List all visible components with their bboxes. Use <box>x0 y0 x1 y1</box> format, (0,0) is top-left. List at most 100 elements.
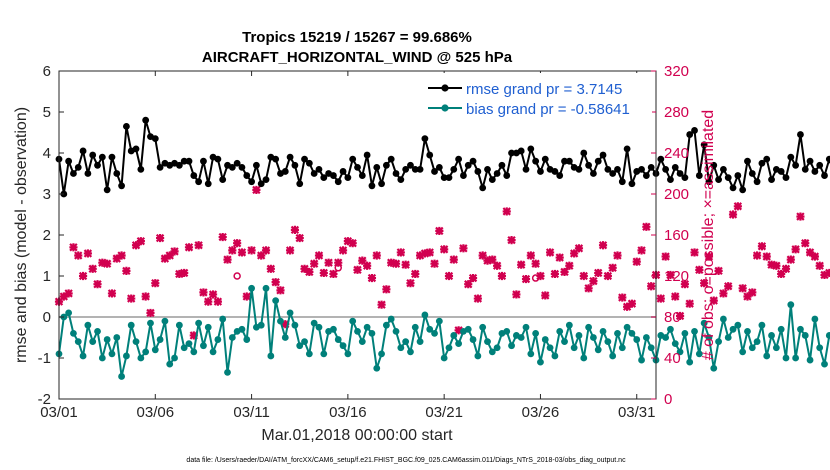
assimilated-obs-marker <box>406 278 415 288</box>
assimilated-obs-marker <box>348 239 357 248</box>
bias-point <box>435 317 443 325</box>
rmse-point <box>493 170 501 177</box>
assimilated-obs-marker <box>367 273 377 283</box>
assimilated-obs-marker <box>622 302 632 311</box>
assimilated-obs-marker <box>285 246 295 255</box>
y-tick-label: 6 <box>43 63 51 80</box>
bias-point <box>243 336 251 343</box>
rmse-point <box>118 182 125 190</box>
rmse-point <box>484 166 491 173</box>
rmse-point <box>517 147 525 155</box>
rmse-point <box>614 166 621 173</box>
rmse-point <box>705 178 713 186</box>
bias-point <box>792 354 800 362</box>
rmse-point <box>585 161 592 169</box>
assimilated-obs-marker <box>59 292 68 301</box>
assimilated-obs-marker <box>69 243 78 252</box>
assimilated-obs-marker <box>396 248 406 257</box>
bias-point <box>556 327 564 335</box>
bias-point <box>84 321 92 329</box>
rmse-point <box>623 145 631 153</box>
rmse-point <box>151 135 159 143</box>
assimilated-obs-marker <box>199 288 208 297</box>
bias-point <box>618 344 626 352</box>
bias-point <box>113 334 121 341</box>
bias-point <box>98 354 106 362</box>
rmse-point <box>768 176 775 184</box>
bias-point <box>142 348 150 356</box>
bias-point <box>748 344 756 352</box>
bias-point <box>532 330 540 337</box>
assimilated-obs-marker <box>257 251 266 260</box>
rmse-point <box>440 174 448 182</box>
rmse-point <box>464 161 472 169</box>
assimilated-obs-marker <box>83 249 93 258</box>
rmse-point <box>782 174 790 182</box>
rmse-point <box>537 168 544 175</box>
rmse-point <box>426 151 434 159</box>
rmse-point <box>339 168 347 175</box>
assimilated-obs-marker <box>801 239 810 248</box>
rmse-point <box>185 157 193 165</box>
bias-point <box>590 334 597 341</box>
rmse-point <box>286 153 294 161</box>
bias-point <box>445 344 453 352</box>
rmse-point <box>590 170 597 177</box>
y-tick-label: 3 <box>43 186 51 203</box>
bias-point <box>387 315 395 323</box>
rmse-point <box>681 174 689 182</box>
rmse-point <box>503 172 511 179</box>
bias-point <box>358 338 366 345</box>
bias-point <box>450 332 458 339</box>
legend-rmse-label: rmse grand pr = 3.7145 <box>466 81 622 98</box>
bias-point <box>604 338 612 345</box>
assimilated-obs-marker <box>647 282 656 291</box>
rmse-point <box>132 145 140 153</box>
x-axis: 03/01 03/06 03/11 03/16 03/21 03/26 03/31 <box>40 71 656 421</box>
bias-point <box>411 323 419 331</box>
y2-tick-label: 160 <box>664 227 689 244</box>
rmse-point <box>243 172 251 179</box>
assimilated-obs-marker <box>767 260 776 269</box>
assimilated-obs-marker <box>748 288 757 297</box>
y-tick-label: -2 <box>38 391 51 408</box>
bias-point <box>691 327 698 335</box>
bias-point <box>546 344 554 352</box>
assimilated-obs-marker <box>709 296 718 305</box>
assimilated-obs-marker <box>464 280 473 289</box>
rmse-point <box>195 178 203 186</box>
bias-point <box>599 327 607 335</box>
bias-point <box>262 284 270 292</box>
assimilated-obs-marker <box>825 268 830 278</box>
rmse-point <box>248 178 255 186</box>
bias-point <box>676 348 684 356</box>
assimilated-obs-marker <box>290 225 300 235</box>
assimilated-obs-marker <box>483 256 492 265</box>
rmse-point <box>691 127 698 134</box>
bias-point <box>248 284 255 292</box>
rmse-point <box>541 155 549 163</box>
rmse-point <box>407 161 414 169</box>
bias-point <box>729 325 737 333</box>
bias-point <box>801 332 809 339</box>
assimilated-obs-marker <box>88 264 97 274</box>
rmse-point <box>354 163 361 171</box>
assimilated-obs-marker <box>334 258 343 267</box>
assimilated-obs-marker <box>468 273 478 283</box>
assimilated-obs-marker <box>252 185 261 195</box>
y-tick-label: 4 <box>43 145 51 162</box>
assimilated-obs-marker <box>247 246 256 255</box>
rmse-point <box>219 176 227 184</box>
rmse-point <box>792 161 800 169</box>
rmse-point <box>748 170 756 177</box>
bias-point <box>671 340 679 348</box>
bias-point <box>89 338 97 345</box>
bias-point <box>782 354 790 362</box>
bias-point <box>281 334 289 341</box>
assimilated-obs-marker <box>93 280 102 289</box>
bias-point <box>349 317 357 325</box>
assimilated-obs-marker <box>724 282 733 291</box>
bias-point <box>147 319 154 327</box>
bias-point <box>474 352 482 360</box>
